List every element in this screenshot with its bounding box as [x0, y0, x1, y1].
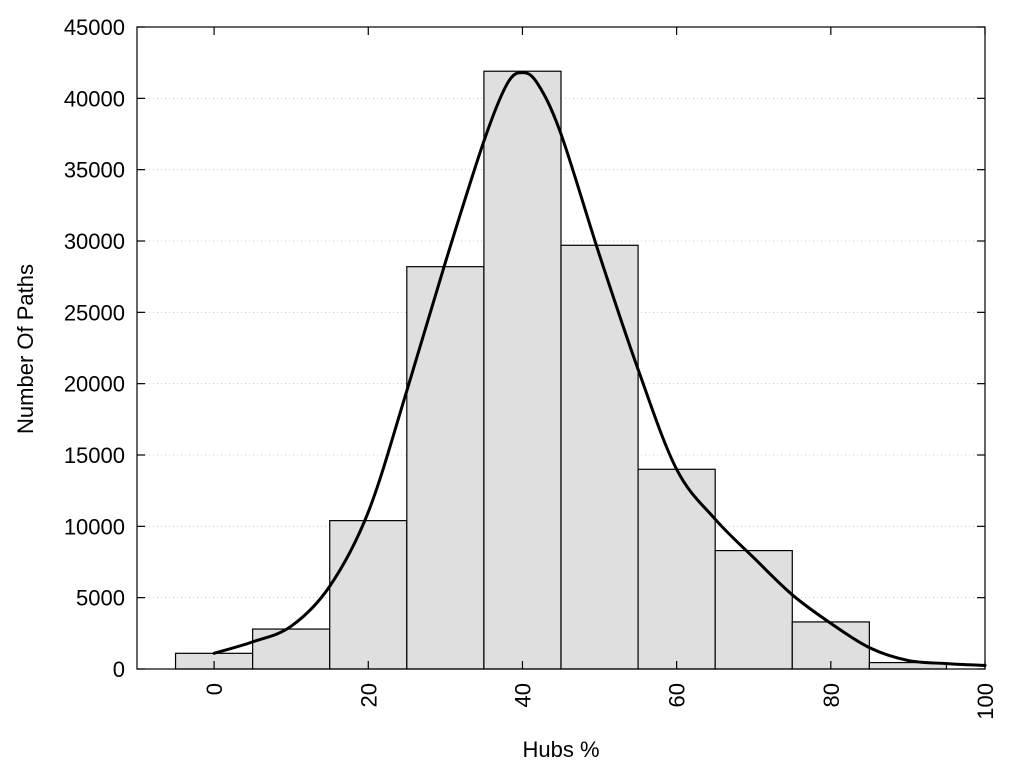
histogram-bar-5 [560, 244, 639, 670]
histogram-bar-3 [406, 266, 485, 670]
histogram-bar-6 [637, 468, 716, 670]
x-axis-label: Hubs % [522, 737, 599, 762]
y-tick-label-8: 40000 [64, 86, 125, 111]
axis-ticks [137, 26, 986, 670]
x-tick-labels: 0 20 40 60 80 100 [202, 683, 998, 720]
x-tick-label-4: 80 [819, 683, 844, 707]
histogram-bar-1 [252, 628, 331, 670]
y-tick-label-2: 10000 [64, 514, 125, 539]
y-tick-label-0: 0 [113, 657, 125, 682]
y-tick-label-9: 45000 [64, 15, 125, 40]
y-tick-label-3: 15000 [64, 443, 125, 468]
histogram-bar-7 [714, 549, 793, 670]
x-tick-label-1: 20 [356, 683, 381, 707]
y-tick-label-4: 20000 [64, 372, 125, 397]
y-tick-label-1: 5000 [76, 586, 125, 611]
histogram-bar-2 [329, 520, 408, 670]
x-tick-label-2: 40 [510, 683, 535, 707]
y-axis-label: Number Of Paths [13, 264, 38, 434]
histogram-bar-4 [483, 70, 562, 670]
x-tick-label-0: 0 [202, 683, 227, 695]
x-tick-label-3: 60 [665, 683, 690, 707]
density-curve [212, 71, 987, 667]
plot-frame [136, 26, 986, 670]
histogram-bars [174, 70, 948, 670]
x-tick-label-5: 100 [973, 683, 998, 720]
y-tick-label-5: 25000 [64, 300, 125, 325]
y-tick-labels: 0 5000 10000 15000 20000 25000 30000 35000 40000… [64, 15, 125, 682]
y-tick-label-6: 30000 [64, 229, 125, 254]
density-curve-layer [212, 71, 987, 667]
y-tick-label-7: 35000 [64, 158, 125, 183]
